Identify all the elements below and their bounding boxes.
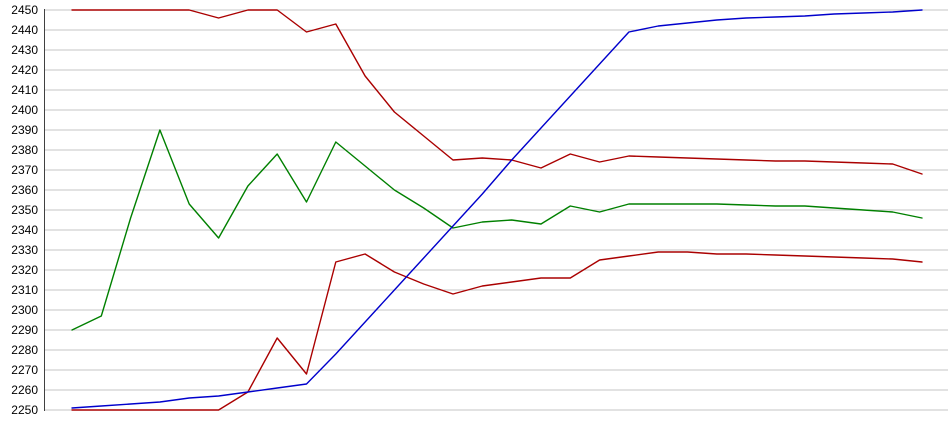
- y-axis-tick-label: 2400: [11, 103, 38, 117]
- y-axis-tick-label: 2310: [11, 283, 38, 297]
- y-axis-tick-label: 2420: [11, 63, 38, 77]
- y-axis-tick-label: 2440: [11, 23, 38, 37]
- y-axis-tick-label: 2410: [11, 83, 38, 97]
- y-axis-tick-label: 2320: [11, 263, 38, 277]
- y-axis-tick-label: 2270: [11, 363, 38, 377]
- y-axis-tick-label: 2250: [11, 403, 38, 417]
- y-axis-tick-label: 2290: [11, 323, 38, 337]
- y-axis-tick-label: 2430: [11, 43, 38, 57]
- y-axis-tick-label: 2280: [11, 343, 38, 357]
- upper-red-line: [71, 9, 923, 175]
- y-axis-tick-label: 2370: [11, 163, 38, 177]
- green-line: [71, 129, 923, 331]
- y-axis-tick-label: 2390: [11, 123, 38, 137]
- y-axis-tick-label: 2260: [11, 383, 38, 397]
- y-axis-tick-label: 2380: [11, 143, 38, 157]
- y-axis-tick-label: 2350: [11, 203, 38, 217]
- y-axis-tick-label: 2340: [11, 223, 38, 237]
- lower-red-line: [71, 251, 923, 411]
- y-axis-tick-label: 2330: [11, 243, 38, 257]
- y-axis-tick-label: 2300: [11, 303, 38, 317]
- y-axis-tick-label: 2360: [11, 183, 38, 197]
- y-axis-tick-label: 2450: [11, 3, 38, 17]
- blue-line: [71, 9, 923, 409]
